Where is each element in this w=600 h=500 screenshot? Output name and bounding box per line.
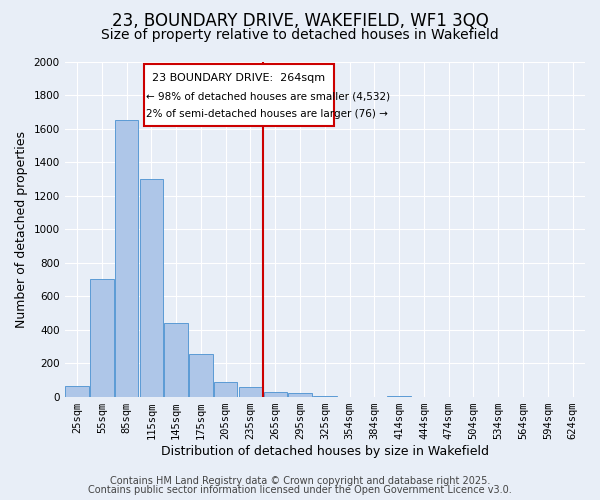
Bar	[140, 179, 163, 396]
Bar	[65, 386, 89, 396]
Bar	[214, 382, 238, 396]
Bar	[115, 120, 139, 396]
Bar	[288, 393, 312, 396]
Text: Size of property relative to detached houses in Wakefield: Size of property relative to detached ho…	[101, 28, 499, 42]
Text: Contains HM Land Registry data © Crown copyright and database right 2025.: Contains HM Land Registry data © Crown c…	[110, 476, 490, 486]
Bar	[144, 64, 334, 126]
Text: 23, BOUNDARY DRIVE, WAKEFIELD, WF1 3QQ: 23, BOUNDARY DRIVE, WAKEFIELD, WF1 3QQ	[112, 12, 488, 30]
Text: 23 BOUNDARY DRIVE:  264sqm: 23 BOUNDARY DRIVE: 264sqm	[152, 73, 325, 83]
Text: 2% of semi-detached houses are larger (76) →: 2% of semi-detached houses are larger (7…	[146, 109, 388, 119]
Bar	[263, 392, 287, 396]
Text: ← 98% of detached houses are smaller (4,532): ← 98% of detached houses are smaller (4,…	[146, 92, 391, 102]
Bar	[164, 323, 188, 396]
Bar	[239, 388, 262, 396]
Bar	[189, 354, 213, 397]
Bar	[90, 280, 113, 396]
Y-axis label: Number of detached properties: Number of detached properties	[15, 130, 28, 328]
Text: Contains public sector information licensed under the Open Government Licence v3: Contains public sector information licen…	[88, 485, 512, 495]
X-axis label: Distribution of detached houses by size in Wakefield: Distribution of detached houses by size …	[161, 444, 489, 458]
